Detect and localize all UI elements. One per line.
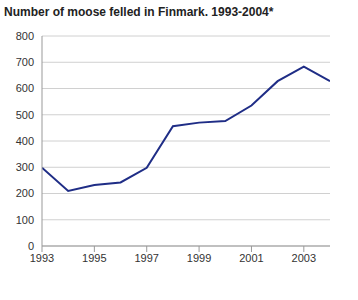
svg-text:700: 700 (16, 56, 34, 68)
svg-text:800: 800 (16, 30, 34, 42)
svg-text:1997: 1997 (134, 252, 158, 264)
svg-text:300: 300 (16, 161, 34, 173)
svg-text:1993: 1993 (30, 252, 54, 264)
svg-text:600: 600 (16, 82, 34, 94)
svg-text:500: 500 (16, 109, 34, 121)
svg-text:2003: 2003 (292, 252, 316, 264)
html-text:Number of moose felled in Finm: Number of moose felled in Finmark. 1993-… (4, 5, 274, 19)
svg-text:2001: 2001 (239, 252, 263, 264)
svg-text:200: 200 (16, 187, 34, 199)
svg-text:0: 0 (28, 240, 34, 252)
svg-text:1999: 1999 (187, 252, 211, 264)
svg-text:1995: 1995 (82, 252, 106, 264)
svg-text:400: 400 (16, 135, 34, 147)
svg-text:100: 100 (16, 214, 34, 226)
